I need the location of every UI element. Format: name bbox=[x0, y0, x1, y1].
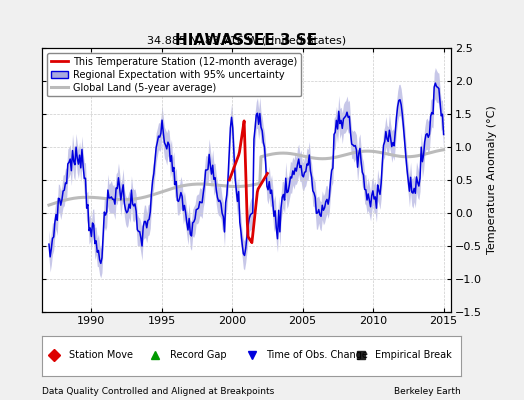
Y-axis label: Temperature Anomaly (°C): Temperature Anomaly (°C) bbox=[487, 106, 497, 254]
Text: Time of Obs. Change: Time of Obs. Change bbox=[266, 350, 368, 360]
Title: HIAWASSEE 3 SE: HIAWASSEE 3 SE bbox=[175, 33, 318, 48]
Text: Empirical Break: Empirical Break bbox=[375, 350, 452, 360]
Legend: This Temperature Station (12-month average), Regional Expectation with 95% uncer: This Temperature Station (12-month avera… bbox=[47, 53, 301, 96]
Text: Station Move: Station Move bbox=[69, 350, 133, 360]
Text: 34.885 N, 83.716 W (United States): 34.885 N, 83.716 W (United States) bbox=[147, 35, 346, 45]
Text: Record Gap: Record Gap bbox=[170, 350, 226, 360]
Text: Data Quality Controlled and Aligned at Breakpoints: Data Quality Controlled and Aligned at B… bbox=[42, 387, 274, 396]
Text: Berkeley Earth: Berkeley Earth bbox=[395, 387, 461, 396]
